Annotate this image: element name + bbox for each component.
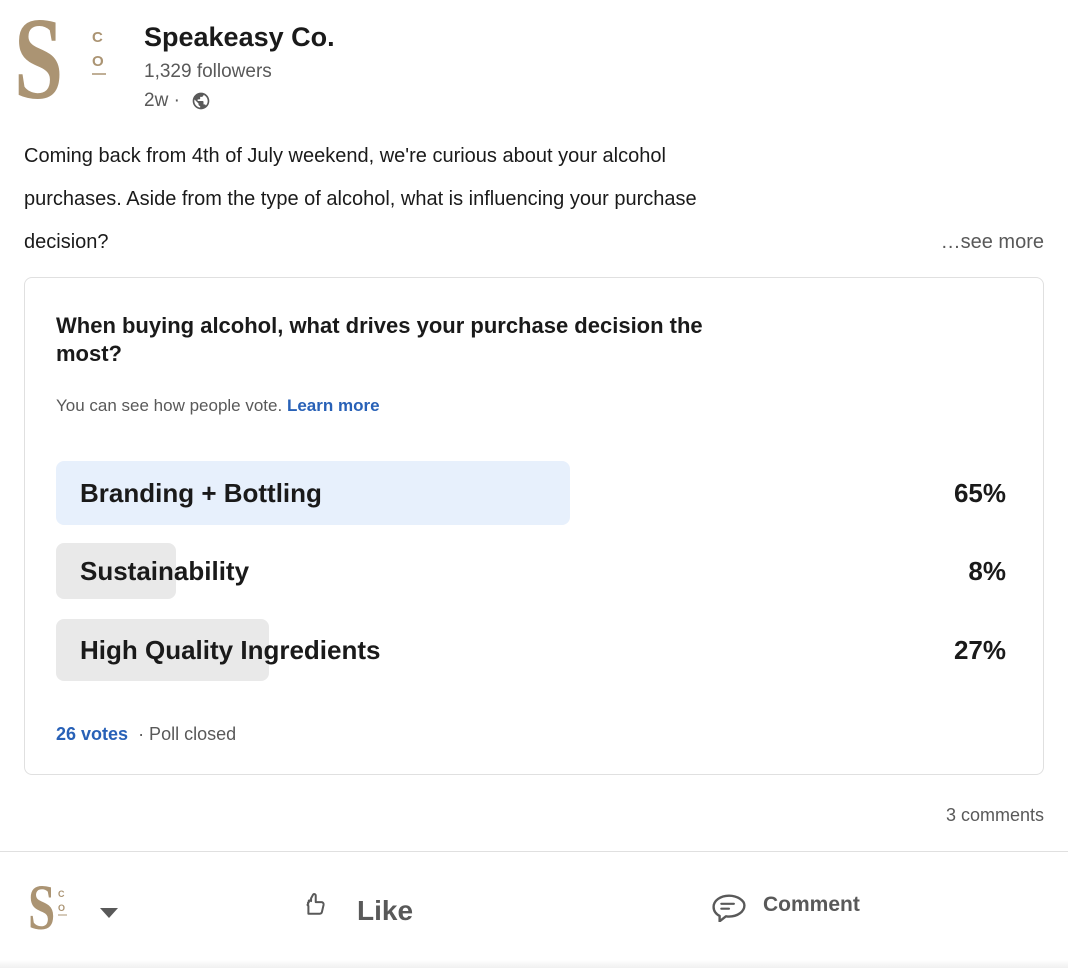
svg-text:S: S [28, 883, 55, 938]
svg-text:O: O [92, 53, 104, 70]
svg-text:C: C [92, 29, 103, 46]
svg-text:S: S [14, 14, 63, 114]
svg-text:O: O [58, 903, 65, 913]
svg-text:C: C [58, 889, 65, 899]
